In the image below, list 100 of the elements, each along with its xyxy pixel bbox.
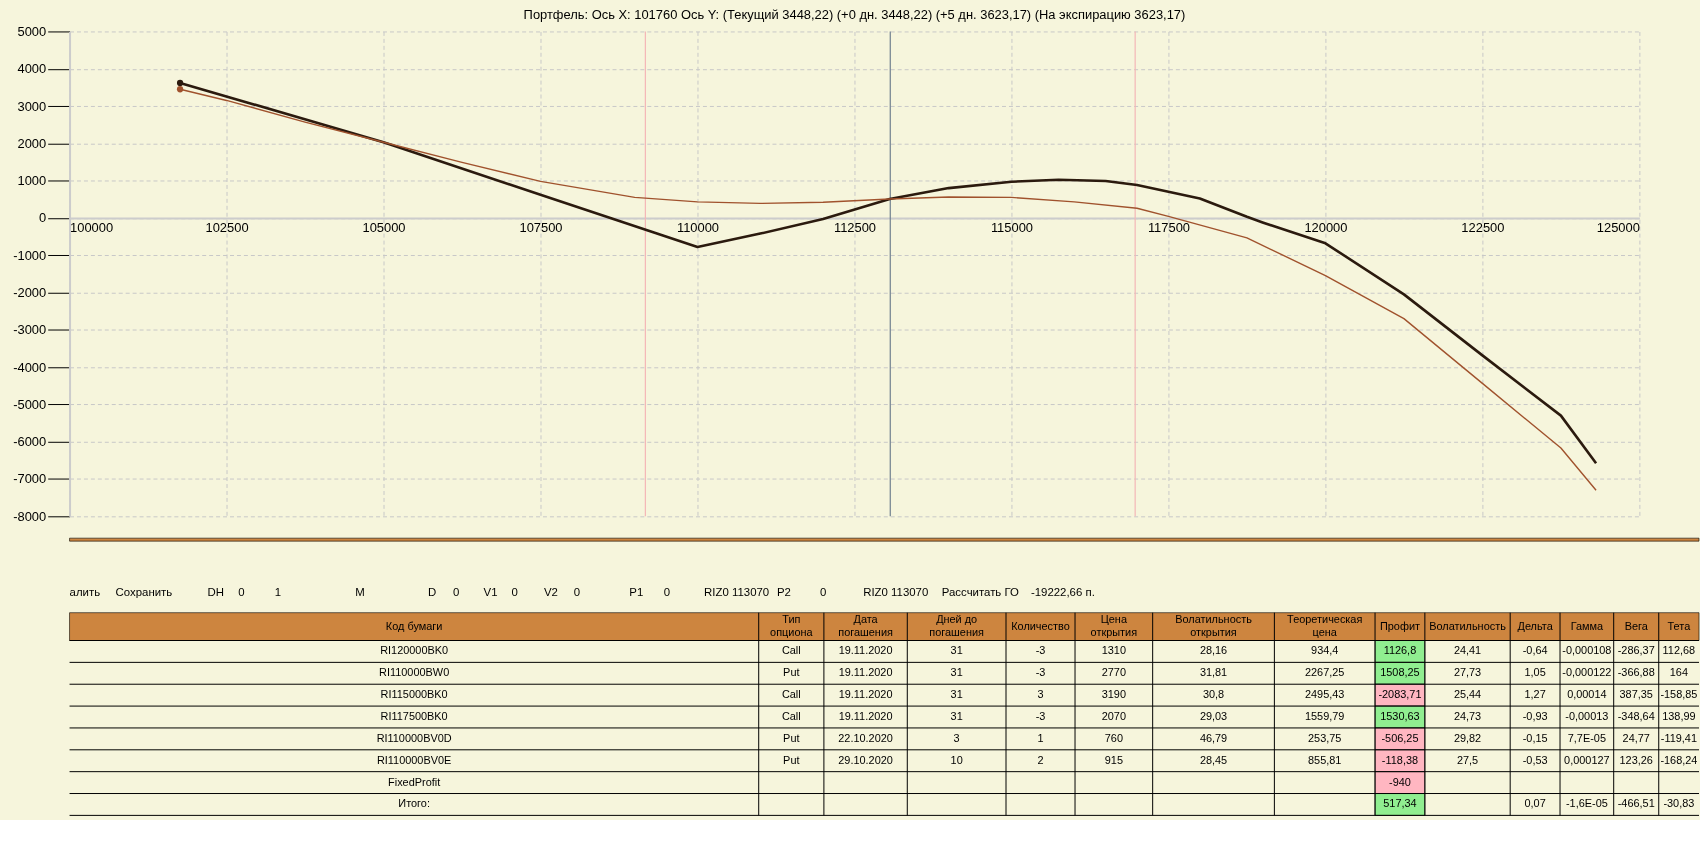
text: -348,64 — [1617, 709, 1655, 722]
text: 0 — [820, 585, 827, 598]
text: 31,81 — [1199, 666, 1228, 679]
text: Вега — [1624, 619, 1649, 632]
text: 2495,43 — [1304, 688, 1345, 701]
text: алить — [69, 585, 101, 598]
text: 0,07 — [1524, 797, 1546, 810]
x-tick-label: 102500 — [205, 220, 249, 236]
text: 3 — [1037, 688, 1044, 701]
y-tick-label: 0 — [39, 210, 47, 226]
text: 1,27 — [1524, 688, 1546, 701]
text: 2267,25 — [1304, 666, 1345, 679]
text: 2070 — [1101, 709, 1126, 722]
text: 0,000127 — [1564, 753, 1610, 766]
text: 0,00014 — [1567, 688, 1607, 701]
text: RI115000BK0 — [380, 688, 448, 701]
chart-title: Портфель: Ось X: 101760 Ось Y: (Текущий 3448,22) (+0 дн. 3448,22) (+5 дн. 3623,17) (На экспирацию 3623,17) — [523, 6, 1186, 22]
text: -286,37 — [1617, 644, 1655, 657]
text: RI110000BV0D — [376, 731, 452, 744]
text: 29.10.2020 — [838, 753, 893, 766]
text: 28,16 — [1199, 644, 1228, 657]
text: 3190 — [1101, 688, 1126, 701]
text: Сохранить — [115, 585, 173, 598]
text: RIZ0 113070 — [863, 585, 929, 598]
x-tick-label: 117500 — [1147, 220, 1190, 236]
text: 1559,79 — [1304, 709, 1345, 722]
text: -0,15 — [1522, 731, 1548, 744]
x-tick-label: 112500 — [833, 220, 877, 236]
y-tick-label: -4000 — [13, 359, 47, 375]
text: RIZ0 113070 — [704, 585, 770, 598]
text: Итого: — [398, 797, 430, 810]
text: 760 — [1104, 731, 1123, 744]
text: 25,44 — [1453, 688, 1482, 701]
text: 1508,25 — [1380, 666, 1420, 679]
text: Дней до погашения — [929, 613, 985, 639]
text: -19222,66 п. — [1030, 585, 1095, 598]
text: RI117500BK0 — [380, 709, 448, 722]
text: 24,41 — [1453, 644, 1482, 657]
text: FixedProfit — [388, 775, 441, 788]
text: 123,26 — [1619, 753, 1653, 766]
text: -506,25 — [1381, 731, 1419, 744]
text: Волатильность открытия — [1175, 613, 1253, 639]
text: 10 — [950, 753, 963, 766]
text: RI120000BK0 — [380, 644, 449, 657]
text: 29,03 — [1199, 709, 1228, 722]
x-tick-label: 122500 — [1461, 220, 1505, 236]
text: Волатильность — [1429, 619, 1507, 632]
text: -3 — [1035, 709, 1046, 722]
x-tick-label: 120000 — [1304, 220, 1348, 236]
text: 1310 — [1101, 644, 1126, 657]
text: Код бумаги — [385, 619, 443, 632]
text: D — [428, 585, 437, 598]
text: -366,88 — [1617, 666, 1655, 679]
text: RI110000BV0E — [376, 753, 452, 766]
text: -940 — [1389, 775, 1411, 788]
y-tick-label: -5000 — [13, 396, 47, 412]
text: 7,7E-05 — [1567, 731, 1606, 744]
text: M — [355, 585, 365, 598]
y-tick-label: -3000 — [13, 322, 47, 338]
text: 855,81 — [1308, 753, 1342, 766]
text: -466,51 — [1617, 797, 1655, 810]
text: Дельта — [1517, 619, 1554, 632]
text: 1 — [1037, 731, 1044, 744]
text: -0,93 — [1522, 709, 1548, 722]
text: -3 — [1035, 666, 1046, 679]
y-tick-label: -8000 — [13, 508, 47, 524]
text: Тип опциона — [770, 613, 814, 639]
text: Call — [781, 688, 801, 701]
text: 19.11.2020 — [838, 644, 893, 657]
text: Call — [781, 709, 801, 722]
x-tick-label: 125000 — [1596, 220, 1640, 236]
text: Теоретическая цена — [1287, 613, 1363, 639]
text: 934,4 — [1311, 644, 1339, 657]
text: 164 — [1669, 666, 1688, 679]
text: 31 — [950, 666, 963, 679]
y-tick-label: -7000 — [13, 471, 47, 487]
text: -0,53 — [1522, 753, 1548, 766]
text: 2770 — [1101, 666, 1126, 679]
text: 0 — [452, 585, 460, 598]
text: 19.11.2020 — [838, 688, 893, 701]
text: 253,75 — [1308, 731, 1342, 744]
text: Гамма — [1570, 619, 1604, 632]
text: P2 — [776, 585, 791, 598]
text: Рассчитать ГО — [941, 585, 1020, 598]
text: DH — [207, 585, 225, 598]
text: 29,82 — [1453, 731, 1482, 744]
text: 46,79 — [1199, 731, 1228, 744]
text: 31 — [950, 688, 963, 701]
text: 0 — [511, 585, 518, 598]
text: -1,6E-05 — [1565, 797, 1608, 810]
text: -168,24 — [1660, 753, 1698, 766]
y-tick-label: 4000 — [17, 61, 47, 77]
text: Put — [783, 666, 800, 679]
text: V1 — [483, 585, 498, 598]
text: -0,000122 — [1562, 666, 1612, 679]
text: Количество — [1011, 619, 1070, 632]
text: 31 — [950, 644, 963, 657]
text: 31 — [950, 709, 963, 722]
text: 27,5 — [1456, 753, 1479, 766]
text: Цена открытия — [1090, 613, 1138, 639]
